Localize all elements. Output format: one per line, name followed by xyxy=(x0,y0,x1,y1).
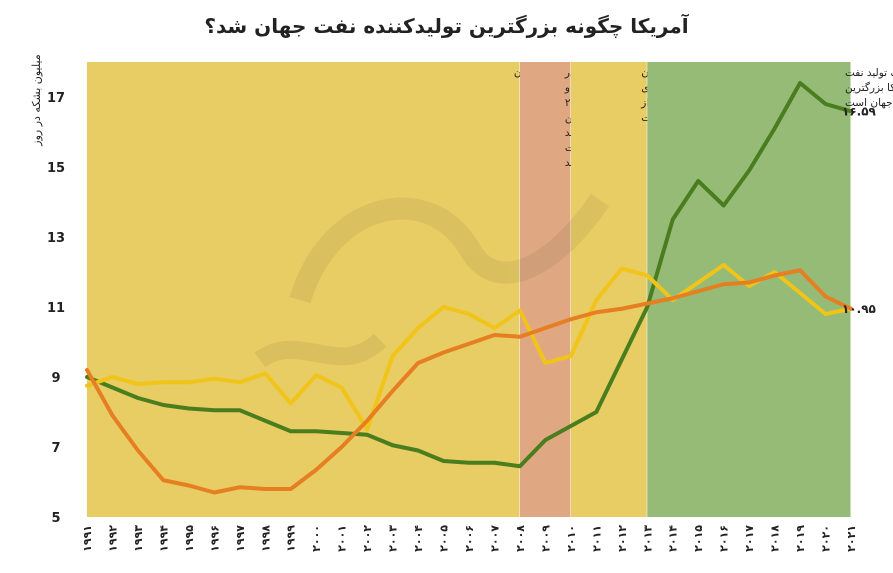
x-tick-label: ۲۰۰۲ xyxy=(361,525,374,552)
x-tick-label: ۲۰۲۱ xyxy=(845,525,858,552)
x-tick-label: ۲۰۱۳ xyxy=(641,525,654,552)
region-annotation-line: شیل آمریکا بزرگترین xyxy=(845,81,893,94)
x-tick-label: ۲۰۱۰ xyxy=(565,525,578,552)
x-tick-label: ۲۰۱۲ xyxy=(616,525,629,552)
region-annotation-3: از سال ۲۰۱۴ به لطف تولید نفت شیل آمریکا ب… xyxy=(845,67,893,109)
chart-title: آمریکا چگونه بزرگترین تولیدکننده نفت جها… xyxy=(204,14,689,38)
y-tick-label: 7 xyxy=(51,441,60,456)
y-tick-label: 15 xyxy=(47,161,65,176)
region-1 xyxy=(519,62,571,517)
series-lines xyxy=(85,81,853,495)
x-tick-label: ۲۰۰۰ xyxy=(310,525,323,552)
x-ticks: ۱۹۹۱ ۱۹۹۲ ۱۹۹۳ ۱۹۹۴ ۱۹۹۵ ۱۹۹۶ ۱۹۹۷ ۱۹۹۸ ۱۹۹۹ ۲۰۰۰… xyxy=(81,525,858,552)
x-tick-label: ۱۹۹۵ xyxy=(183,525,196,552)
x-tick-label: ۲۰۱۵ xyxy=(692,525,705,552)
end-label-usa: ۱۶.۵۹ xyxy=(842,104,877,118)
x-tick-label: ۱۹۹۶ xyxy=(208,525,221,552)
region-annotation-line: از سال ۲۰۱۴ به لطف تولید نفت xyxy=(845,67,893,79)
x-tick-label: ۲۰۰۱ xyxy=(336,525,349,552)
x-tick-label: ۱۹۹۴ xyxy=(157,525,170,552)
x-tick-label: ۲۰۲۰ xyxy=(820,525,833,552)
y-ticks: 5 7 9 11 13 15 17 xyxy=(47,91,65,526)
x-tick-label: ۱۹۹۳ xyxy=(132,525,145,552)
x-tick-label: ۲۰۱۶ xyxy=(718,525,731,552)
region-0 xyxy=(87,62,520,517)
regions: بزرگترین تولیدکننده نفت در فاصله ۹۰ تا ۲… xyxy=(87,62,893,517)
y-tick-label: 11 xyxy=(47,301,65,316)
x-tick-label: ۲۰۱۱ xyxy=(590,525,603,552)
x-tick-label: ۲۰۰۳ xyxy=(387,525,400,552)
region-2 xyxy=(570,62,648,517)
watermark-logo xyxy=(254,193,610,368)
series-line-2 xyxy=(85,268,853,495)
x-tick-label: ۲۰۰۸ xyxy=(514,525,527,552)
y-axis-label: میلیون بشکه در روز xyxy=(30,54,43,147)
x-tick-label: ۲۰۱۷ xyxy=(743,525,756,552)
region-annotation-line: تولیدکننده نفت جهان است xyxy=(845,97,893,109)
x-tick-label: ۱۹۹۱ xyxy=(81,525,94,552)
x-tick-label: ۲۰۰۵ xyxy=(438,525,451,552)
x-tick-label: ۱۹۹۸ xyxy=(259,525,272,552)
end-label-russia: ۱۰.۹۵ xyxy=(842,302,876,316)
y-tick-label: 5 xyxy=(51,511,60,526)
x-tick-label: ۲۰۰۴ xyxy=(412,525,425,552)
x-tick-label: ۲۰۰۷ xyxy=(488,525,501,552)
x-tick-label: ۲۰۰۶ xyxy=(463,525,476,552)
y-tick-label: 13 xyxy=(47,231,65,246)
x-tick-label: ۱۹۹۲ xyxy=(106,525,119,552)
end-labels: ۱۶.۵۹ ۱۰.۹۵ xyxy=(842,104,877,315)
x-tick-label: ۲۰۱۴ xyxy=(667,525,680,552)
y-tick-label: 9 xyxy=(51,371,60,386)
x-tick-label: ۲۰۱۹ xyxy=(794,525,807,552)
x-tick-label: ۲۰۱۸ xyxy=(769,525,782,552)
x-tick-label: ۲۰۰۹ xyxy=(539,525,552,552)
x-tick-label: ۱۹۹۹ xyxy=(285,525,298,552)
series-line-0 xyxy=(85,81,853,469)
x-tick-label: ۱۹۹۷ xyxy=(234,525,247,552)
y-tick-label: 17 xyxy=(47,91,65,106)
series-line-1 xyxy=(85,263,853,432)
